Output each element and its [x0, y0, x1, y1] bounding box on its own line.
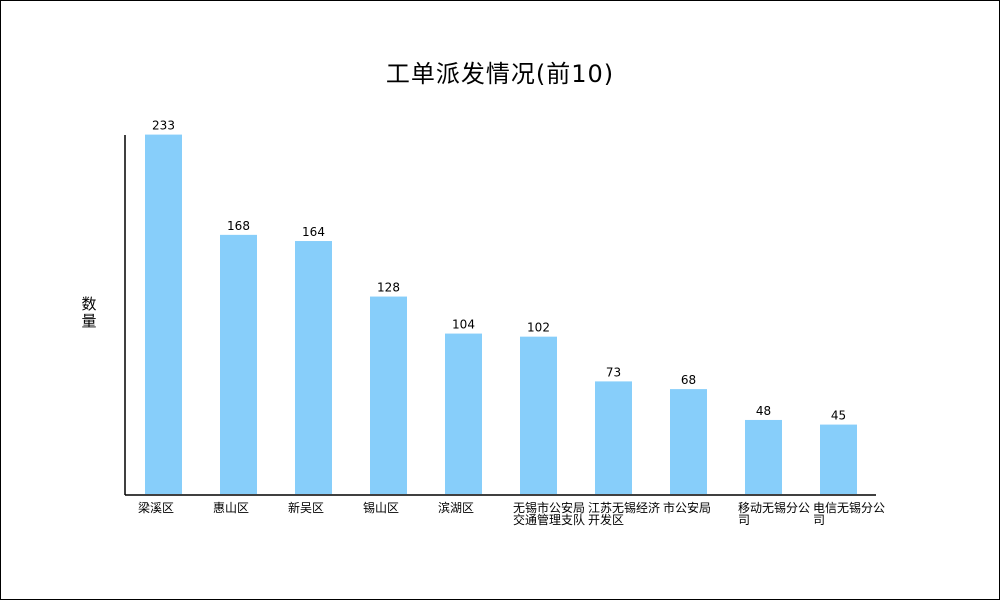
x-tick-label: 锡山区: [363, 501, 400, 515]
bar-6: [520, 336, 557, 494]
bar-value-label: 48: [756, 404, 771, 418]
bar-8: [670, 389, 707, 494]
bar-5: [445, 333, 482, 494]
x-tick-label: 惠山区: [213, 501, 250, 515]
x-tick-label: 电信无锡分公司: [813, 501, 886, 527]
bar-value-label: 128: [377, 281, 400, 295]
bar-7: [595, 381, 632, 494]
bar-value-label: 104: [452, 318, 475, 332]
bar-2: [220, 234, 257, 495]
x-tick-label: 无锡市公安局交通管理支队: [513, 501, 586, 527]
bar-value-label: 168: [227, 219, 250, 233]
x-tick-label: 市公安局: [663, 501, 712, 515]
bar-value-label: 102: [527, 321, 550, 335]
x-tick-label: 滨湖区: [438, 501, 475, 515]
bar-value-label: 233: [152, 119, 175, 133]
bar-3: [295, 241, 332, 494]
bar-value-label: 45: [831, 409, 846, 423]
bar-9: [745, 419, 782, 494]
x-tick-label: 新吴区: [288, 501, 325, 515]
bar-value-label: 73: [606, 365, 621, 379]
bar-value-label: 164: [302, 225, 325, 239]
bar-value-label: 68: [681, 373, 696, 387]
y-axis-label: 数量: [81, 295, 97, 330]
x-tick-label: 移动无锡分公司: [738, 501, 811, 527]
bar-10: [820, 424, 857, 494]
x-tick-label: 梁溪区: [138, 501, 175, 515]
bar-4: [370, 296, 407, 494]
chart-title: 工单派发情况(前10): [385, 60, 615, 88]
bar-1: [145, 134, 182, 494]
x-tick-label: 江苏无锡经济开发区: [588, 501, 661, 527]
